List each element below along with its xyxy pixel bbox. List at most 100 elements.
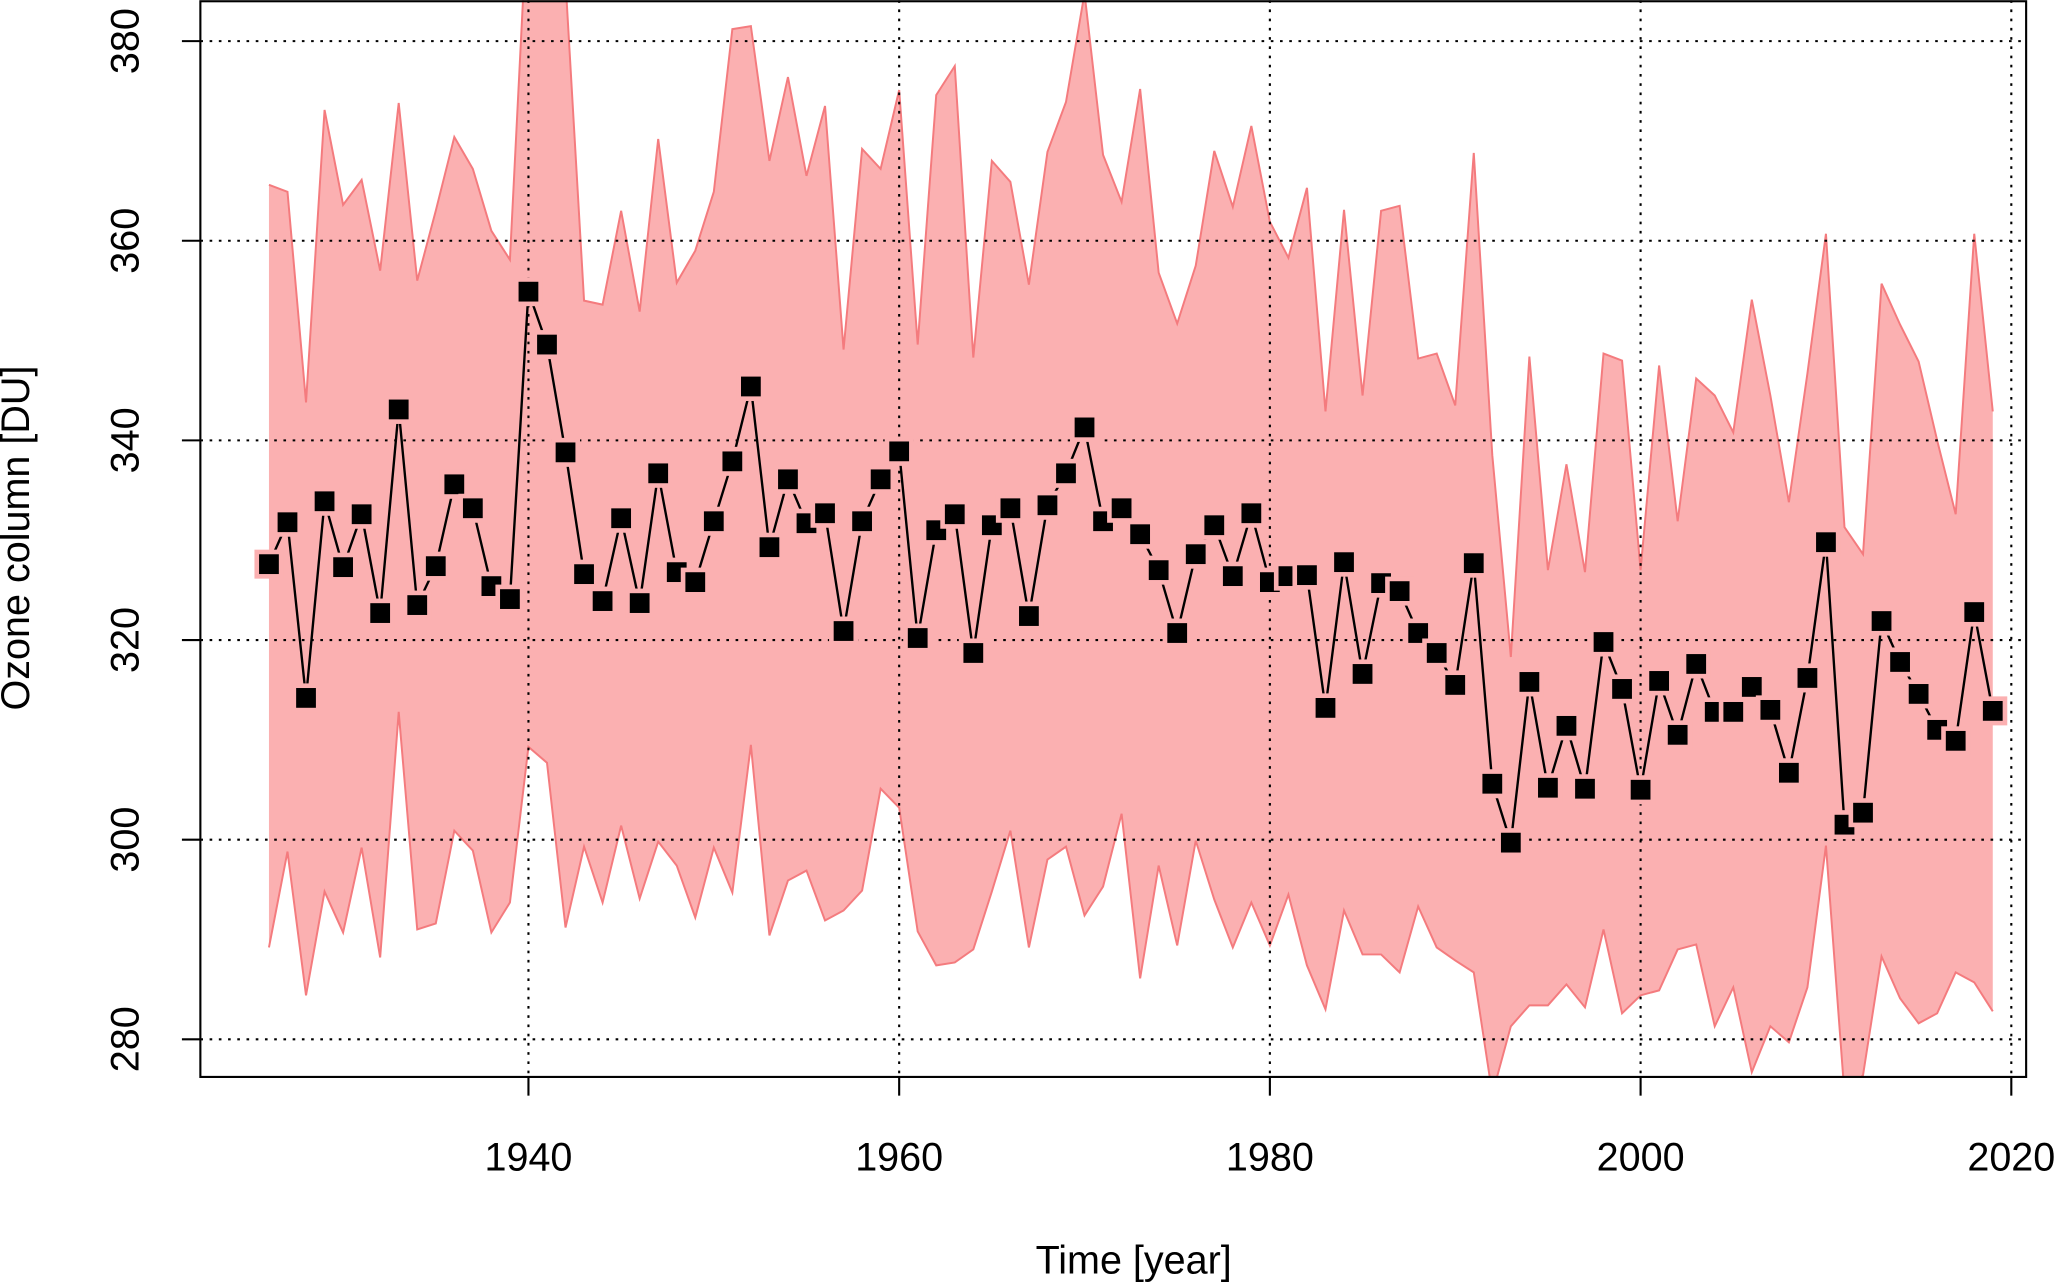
y-tick-label: 280 — [103, 1006, 147, 1072]
data-point — [1797, 668, 1818, 688]
data-point — [1741, 677, 1762, 697]
data-point — [833, 621, 854, 641]
data-point — [351, 504, 372, 525]
data-point — [1408, 623, 1429, 643]
data-point — [444, 474, 465, 495]
data-point — [1575, 778, 1595, 799]
data-point — [629, 593, 650, 613]
data-point — [1056, 463, 1076, 484]
data-point — [1241, 503, 1262, 524]
data-point — [1890, 652, 1910, 672]
data-point — [277, 512, 298, 533]
data-point — [870, 469, 891, 490]
y-axis-label: Ozone column [DU] — [0, 366, 38, 711]
data-point — [462, 498, 483, 519]
data-point — [1686, 654, 1707, 674]
data-point — [1334, 552, 1354, 573]
data-point — [1816, 532, 1836, 553]
data-point — [1389, 581, 1410, 601]
data-point — [1500, 832, 1521, 853]
data-point — [1982, 700, 2003, 721]
plot-area — [200, 0, 2027, 1078]
data-point — [574, 564, 594, 585]
data-point — [1760, 699, 1781, 720]
data-point — [1167, 623, 1188, 643]
data-point — [1148, 560, 1169, 581]
data-point — [500, 589, 520, 609]
data-point — [592, 591, 613, 611]
data-point — [1778, 762, 1799, 783]
data-point — [1964, 602, 1985, 622]
y-tick-label: 380 — [103, 8, 147, 74]
data-point — [388, 399, 409, 420]
data-point — [555, 442, 576, 463]
data-point — [685, 572, 706, 593]
data-point — [1426, 643, 1447, 663]
data-point — [1871, 611, 1892, 631]
data-point — [1519, 672, 1540, 692]
data-point — [778, 469, 798, 490]
x-tick-label: 1980 — [1226, 1136, 1314, 1180]
data-point — [1723, 701, 1744, 722]
data-point — [518, 281, 539, 302]
band-upper-edge — [268, 0, 1994, 658]
data-point — [1019, 606, 1039, 626]
data-point — [1593, 632, 1614, 652]
data-point — [1352, 664, 1373, 684]
data-point — [1297, 565, 1317, 586]
data-point — [1185, 544, 1206, 565]
data-point — [944, 504, 965, 525]
data-point — [1482, 773, 1503, 794]
data-point — [1667, 724, 1688, 745]
data-point — [1463, 553, 1484, 574]
data-point — [1204, 515, 1225, 536]
data-point — [759, 537, 780, 558]
data-point — [1649, 671, 1670, 691]
data-point — [1538, 777, 1558, 798]
data-point — [1074, 417, 1095, 438]
data-point — [648, 463, 669, 484]
data-point — [722, 451, 743, 472]
data-point — [740, 376, 761, 397]
data-point — [1945, 730, 1966, 751]
x-tick-label: 2000 — [1597, 1136, 1685, 1180]
x-tick-label: 2020 — [1967, 1136, 2055, 1180]
data-point — [1853, 802, 1873, 823]
data-point — [852, 511, 872, 532]
data-point — [1612, 679, 1632, 699]
data-point — [1000, 498, 1021, 519]
data-point — [314, 491, 335, 512]
data-point — [1315, 697, 1336, 718]
band-lower-edge — [267, 711, 1994, 1078]
data-point — [1222, 566, 1243, 587]
data-point — [407, 595, 428, 615]
data-point — [703, 511, 724, 532]
y-tick-label: 340 — [103, 407, 147, 473]
data-point — [425, 556, 446, 577]
y-tick-label: 300 — [103, 807, 147, 873]
data-point — [907, 628, 928, 648]
data-point — [1445, 675, 1466, 695]
data-point — [1556, 715, 1577, 736]
data-point — [1908, 684, 1929, 704]
data-point — [611, 508, 632, 529]
data-point — [296, 688, 316, 708]
data-point — [815, 503, 835, 524]
x-axis-label: Time [year] — [1036, 1239, 1232, 1283]
y-tick-label: 360 — [103, 208, 147, 274]
data-point — [1130, 524, 1151, 545]
data-point — [1111, 498, 1132, 519]
data-point — [333, 557, 353, 578]
plot-frame — [199, 0, 2028, 1078]
data-point — [963, 643, 984, 663]
data-point — [370, 603, 391, 623]
data-point — [889, 441, 910, 462]
data-point — [1037, 495, 1058, 516]
data-point — [259, 554, 279, 575]
x-tick-label: 1960 — [855, 1136, 943, 1180]
data-point — [537, 334, 557, 355]
data-point — [1630, 779, 1651, 800]
y-tick-label: 320 — [103, 607, 147, 673]
